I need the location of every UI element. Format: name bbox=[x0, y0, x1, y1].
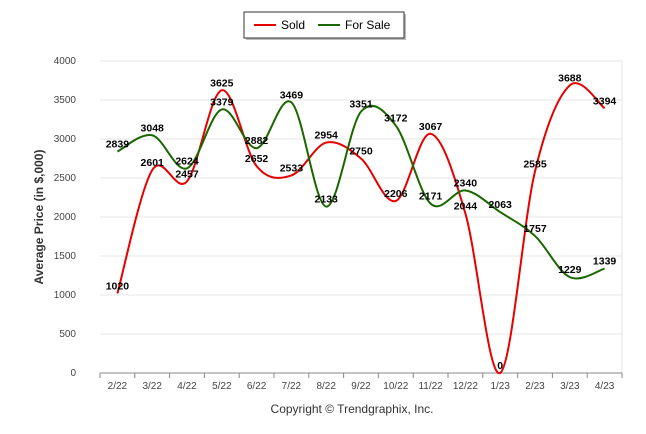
x-tick-label: 12/22 bbox=[453, 381, 478, 392]
x-tick-label: 11/22 bbox=[418, 381, 443, 392]
y-tick-label: 3500 bbox=[54, 95, 77, 106]
data-label-sold: 2044 bbox=[454, 201, 478, 213]
data-label-for-sale: 2063 bbox=[489, 199, 513, 211]
y-axis-ticks: 0 500 1000 1500 2000 2500 3000 3500 4000 bbox=[54, 56, 77, 379]
data-label-sold: 2601 bbox=[141, 157, 165, 169]
x-tick-label: 7/22 bbox=[282, 381, 302, 392]
series-lines bbox=[116, 82, 606, 375]
x-tick-label: 5/22 bbox=[212, 381, 232, 392]
data-label-sold: 2585 bbox=[523, 158, 547, 170]
x-tick-label: 4/22 bbox=[177, 381, 197, 392]
x-tick-label: 1/23 bbox=[490, 381, 510, 392]
y-tick-label: 2000 bbox=[54, 212, 77, 223]
x-axis-ticks: 2/22 3/22 4/22 5/22 6/22 7/22 8/22 9/22 10/22 11/… bbox=[99, 373, 623, 392]
y-tick-label: 3000 bbox=[54, 134, 77, 145]
x-tick-label: 3/22 bbox=[142, 381, 162, 392]
data-label-for-sale: 2624 bbox=[175, 155, 199, 167]
series-line-sold bbox=[116, 82, 606, 375]
data-label-for-sale: 2340 bbox=[454, 177, 478, 189]
data-label-for-sale: 2171 bbox=[419, 191, 443, 203]
series-line-for-sale bbox=[116, 100, 605, 280]
data-label-for-sale: 3172 bbox=[384, 113, 408, 125]
data-label-for-sale: 2882 bbox=[245, 135, 269, 147]
data-label-sold: 2750 bbox=[349, 146, 373, 158]
data-label-sold: 0 bbox=[497, 360, 503, 372]
data-label-for-sale: 3048 bbox=[141, 122, 165, 134]
data-label-for-sale: 1339 bbox=[593, 256, 617, 268]
legend-label-for-sale: For Sale bbox=[345, 18, 391, 32]
data-label-sold: 1020 bbox=[106, 280, 130, 292]
data-label-sold: 3688 bbox=[558, 72, 582, 84]
gridlines bbox=[100, 60, 623, 373]
footer-copyright: Copyright © Trendgraphix, Inc. bbox=[271, 402, 434, 416]
x-tick-label: 2/22 bbox=[108, 381, 128, 392]
data-label-for-sale: 1757 bbox=[523, 223, 547, 235]
x-tick-label: 10/22 bbox=[383, 381, 408, 392]
x-tick-label: 8/22 bbox=[316, 381, 336, 392]
data-label-sold: 2652 bbox=[245, 153, 269, 165]
data-label-for-sale: 2839 bbox=[106, 139, 130, 151]
data-label-sold: 3394 bbox=[593, 95, 617, 107]
data-label-for-sale: 3351 bbox=[349, 99, 373, 111]
x-tick-label: 2/23 bbox=[525, 381, 545, 392]
y-tick-label: 4000 bbox=[54, 56, 77, 67]
y-tick-label: 500 bbox=[59, 329, 76, 340]
legend: Sold For Sale bbox=[243, 11, 406, 40]
data-label-for-sale: 3469 bbox=[280, 89, 304, 101]
legend-label-sold: Sold bbox=[281, 18, 305, 32]
data-label-sold: 2206 bbox=[384, 188, 408, 200]
data-label-for-sale: 2133 bbox=[315, 194, 339, 206]
x-tick-label: 6/22 bbox=[247, 381, 267, 392]
data-label-sold: 2457 bbox=[175, 168, 199, 180]
data-label-sold: 2533 bbox=[280, 162, 304, 174]
x-tick-label: 9/22 bbox=[351, 381, 371, 392]
y-tick-label: 2500 bbox=[54, 173, 77, 184]
y-tick-label: 1500 bbox=[54, 251, 77, 262]
x-tick-label: 4/23 bbox=[595, 381, 615, 392]
data-labels: 1020 2601 2457 3625 2652 2533 2954 2750 2206 3067… bbox=[106, 72, 617, 372]
data-label-sold: 3625 bbox=[210, 77, 234, 89]
y-tick-label: 1000 bbox=[54, 290, 77, 301]
data-label-sold: 2954 bbox=[315, 130, 339, 142]
data-label-sold: 3067 bbox=[419, 121, 443, 133]
data-label-for-sale: 1229 bbox=[558, 264, 582, 276]
y-tick-label: 0 bbox=[70, 368, 76, 379]
y-axis-title: Average Price (in $,000) bbox=[32, 150, 46, 285]
data-label-for-sale: 3379 bbox=[210, 96, 234, 108]
x-tick-label: 3/23 bbox=[560, 381, 580, 392]
